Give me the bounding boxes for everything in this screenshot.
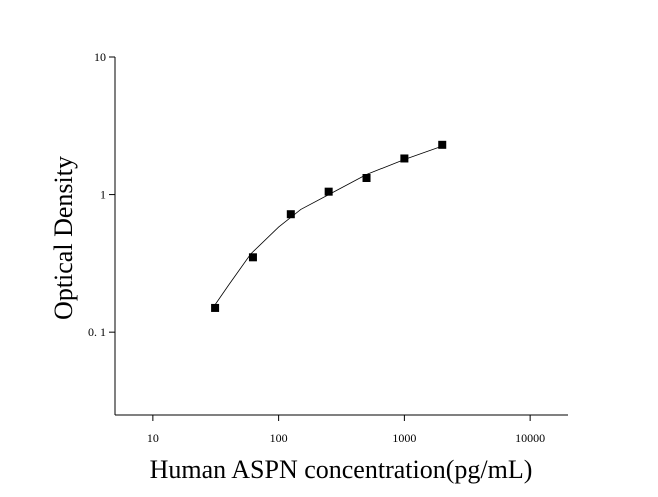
y-tick-label: 0. 1	[88, 325, 106, 339]
data-point	[400, 154, 409, 163]
y-tick-label: 10	[94, 50, 106, 64]
data-point	[324, 187, 333, 196]
fit-curve	[212, 145, 443, 309]
data-point	[362, 173, 371, 182]
x-axis-title: Human ASPN concentration(pg/mL)	[150, 455, 533, 484]
data-point	[248, 253, 257, 262]
x-tick-label: 10000	[515, 431, 545, 445]
data-point	[438, 140, 447, 149]
x-tick-label: 1000	[392, 431, 416, 445]
y-tick-label: 1	[100, 188, 106, 202]
x-tick-label: 10	[147, 431, 159, 445]
x-tick-label: 100	[270, 431, 288, 445]
y-axis-title: Optical Density	[49, 156, 78, 320]
data-point	[286, 210, 295, 219]
data-point	[211, 303, 220, 312]
